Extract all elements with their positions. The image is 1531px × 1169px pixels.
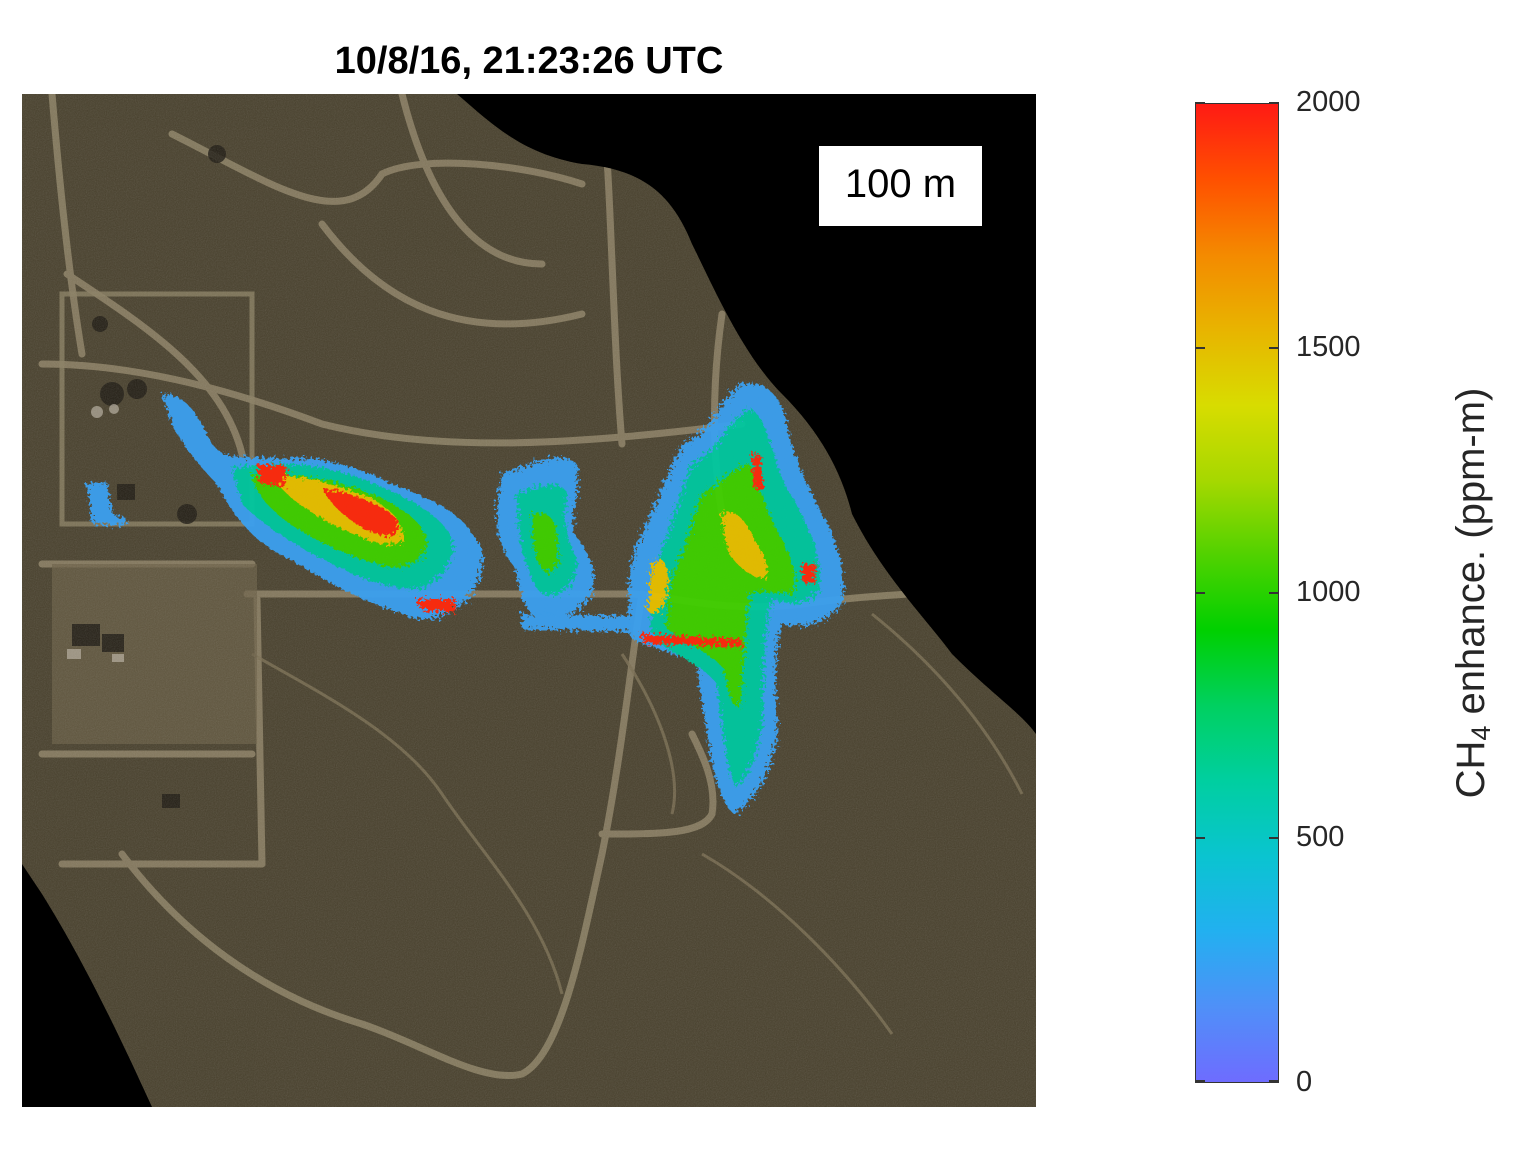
colorbar-tick-right bbox=[1269, 102, 1279, 104]
colorbar-tick-label: 2000 bbox=[1296, 86, 1361, 118]
colorbar-tick-label: 1500 bbox=[1296, 331, 1361, 363]
colorbar-tick-label: 500 bbox=[1296, 821, 1345, 853]
colorbar-label-subscript: 4 bbox=[1466, 725, 1496, 741]
colorbar bbox=[1195, 103, 1279, 1083]
aerial-methane-map bbox=[22, 94, 1036, 1107]
colorbar-label-rest: enhance. (ppm-m) bbox=[1449, 387, 1493, 726]
colorbar-tick-right bbox=[1269, 347, 1279, 349]
colorbar-tick-left bbox=[1195, 347, 1205, 349]
methane-plume bbox=[87, 383, 844, 814]
colorbar-tick-label: 1000 bbox=[1296, 576, 1361, 608]
colorbar-tick-right bbox=[1269, 1080, 1279, 1082]
colorbar-tick-left bbox=[1195, 592, 1205, 594]
colorbar-tick-left bbox=[1195, 1080, 1205, 1082]
colorbar-label: CH4 enhance. (ppm-m) bbox=[1449, 387, 1496, 799]
scale-bar-box: 100 m bbox=[819, 146, 982, 226]
colorbar-tick-right bbox=[1269, 837, 1279, 839]
figure-title: 10/8/16, 21:23:26 UTC bbox=[334, 40, 724, 82]
colorbar-tick-left bbox=[1195, 837, 1205, 839]
colorbar-tick-label: 0 bbox=[1296, 1066, 1313, 1098]
scale-bar-label: 100 m bbox=[844, 162, 957, 206]
colorbar-label-main: CH bbox=[1449, 740, 1493, 799]
colorbar-tick-left bbox=[1195, 102, 1205, 104]
colorbar-tick-right bbox=[1269, 592, 1279, 594]
